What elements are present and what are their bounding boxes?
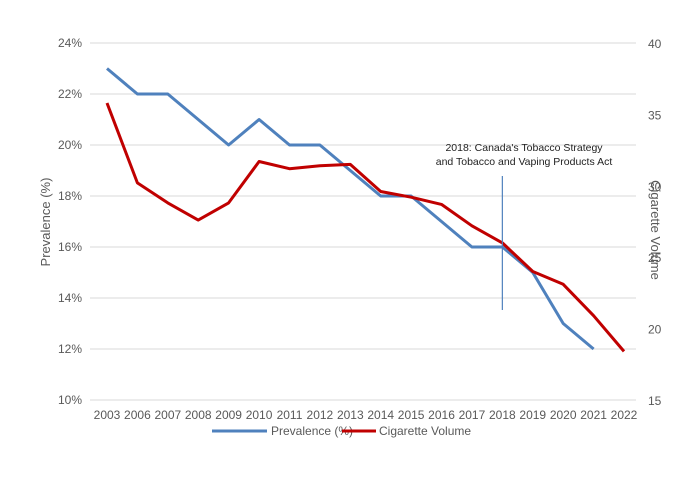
y2-tick-label: 30 [648, 180, 662, 194]
y-axis-right-title: Cigarette Volume [648, 180, 663, 280]
x-tick-label: 2012 [307, 408, 334, 422]
x-tick-label: 2009 [215, 408, 242, 422]
x-tick-label: 2021 [580, 408, 607, 422]
x-tick-label: 2022 [611, 408, 638, 422]
x-tick-label: 2003 [94, 408, 121, 422]
legend: Prevalence (%) Cigarette Volume [212, 424, 471, 438]
y2-tick-label: 15 [648, 394, 662, 408]
legend-label-prevalence: Prevalence (%) [271, 424, 353, 438]
y-tick-label: 10% [58, 393, 82, 407]
y-axis-left-title: Prevalence (%) [38, 178, 53, 267]
annotation: 2018: Canada's Tobacco Strategy and Toba… [436, 142, 613, 310]
x-tick-label: 2019 [519, 408, 546, 422]
y2-tick-label: 35 [648, 108, 662, 122]
x-tick-label: 2008 [185, 408, 212, 422]
x-tick-label: 2013 [337, 408, 364, 422]
y-tick-label: 20% [58, 138, 82, 152]
y-axis-left-ticks: 10% 12% 14% 16% 18% 20% 22% 24% [58, 36, 82, 407]
y2-tick-label: 20 [648, 323, 662, 337]
legend-label-cigarette-volume: Cigarette Volume [379, 424, 471, 438]
x-tick-label: 2010 [246, 408, 273, 422]
x-tick-label: 2015 [398, 408, 425, 422]
y-tick-label: 16% [58, 240, 82, 254]
series-line-prevalence [106, 67, 595, 351]
x-tick-label: 2017 [459, 408, 486, 422]
x-tick-label: 2011 [277, 408, 303, 422]
x-tick-label: 2016 [428, 408, 455, 422]
y-axis-right-ticks: 15 20 25 30 35 40 [648, 37, 662, 408]
y-tick-label: 18% [58, 189, 82, 203]
y-tick-label: 14% [58, 291, 82, 305]
x-tick-label: 2018 [489, 408, 516, 422]
x-axis-ticks: 2003 2006 2007 2008 2009 2010 2011 2012 2013 2014… [94, 408, 638, 422]
series-lines [105, 67, 626, 353]
y2-tick-label: 25 [648, 251, 662, 265]
annotation-text-line-2: and Tobacco and Vaping Products Act [436, 156, 613, 168]
y-tick-label: 22% [58, 87, 82, 101]
x-tick-label: 2014 [367, 408, 394, 422]
y-tick-label: 12% [58, 342, 82, 356]
gridlines [90, 42, 636, 401]
x-tick-label: 2020 [550, 408, 577, 422]
y-tick-label: 24% [58, 36, 82, 50]
x-tick-label: 2007 [154, 408, 181, 422]
series-line-cigarette-volume [105, 102, 626, 353]
annotation-text-line-1: 2018: Canada's Tobacco Strategy [445, 142, 603, 154]
x-tick-label: 2006 [124, 408, 151, 422]
y2-tick-label: 40 [648, 37, 662, 51]
